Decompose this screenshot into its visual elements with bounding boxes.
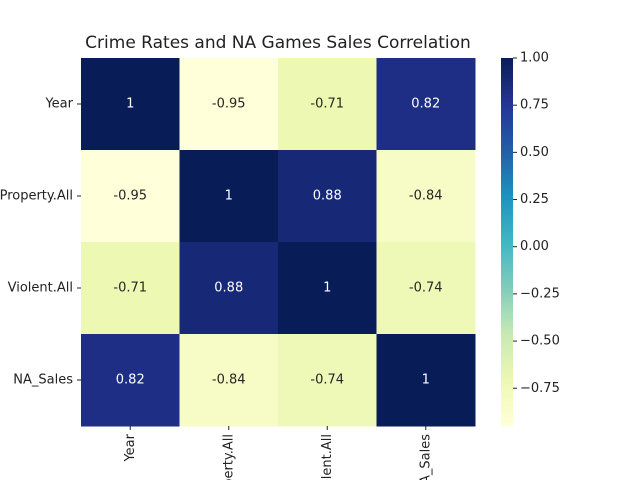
heatmap-cell: [81, 242, 180, 335]
colorbar: [501, 58, 513, 426]
heatmap-cell: [278, 150, 377, 243]
colorbar-tick-label: −0.50: [520, 334, 560, 349]
colorbar-tick-label: 1.00: [520, 51, 549, 66]
cell-label: -0.84: [212, 373, 246, 388]
heatmap-cell: [278, 334, 377, 427]
y-tick-label: Property.All: [0, 189, 73, 204]
colorbar-tick-label: 0.25: [520, 192, 549, 207]
cell-label: -0.95: [113, 189, 147, 204]
cell-label: -0.95: [212, 97, 246, 112]
colorbar-tick-label: −0.75: [520, 381, 560, 396]
heatmap-cell: [376, 242, 476, 335]
x-tick-label: Property.All: [221, 434, 236, 480]
cell-label: 0.88: [214, 281, 243, 296]
cell-label: 0.82: [116, 373, 145, 388]
heatmap-cell: [179, 58, 279, 151]
cell-label: -0.74: [409, 281, 443, 296]
chart-title: Crime Rates and NA Games Sales Correlati…: [85, 33, 471, 53]
cell-label: 1: [126, 97, 134, 112]
heatmap-cell: [179, 242, 279, 335]
y-tick-label: Violent.All: [8, 281, 73, 296]
heatmap-cell: [376, 150, 476, 243]
cell-label: 0.88: [313, 189, 342, 204]
x-tick-label: NA_Sales: [418, 434, 433, 480]
cell-label: 1: [323, 281, 331, 296]
heatmap-cell: [376, 58, 476, 151]
cell-label: 1: [225, 189, 233, 204]
heatmap-cell: [278, 58, 377, 151]
colorbar-tick-label: 0.50: [520, 145, 549, 160]
cell-label: -0.71: [310, 97, 344, 112]
colorbar-tick-label: −0.25: [520, 286, 560, 301]
cell-label: -0.71: [113, 281, 147, 296]
colorbar-tick-label: 0.00: [520, 239, 549, 254]
heatmap-cell: [81, 334, 180, 427]
heatmap-cell: [81, 150, 180, 243]
y-tick-label: Year: [44, 97, 73, 112]
heatmap-cell: [179, 150, 279, 243]
heatmap-cell: [376, 334, 476, 427]
heatmap-cell: [81, 58, 180, 151]
cell-label: -0.74: [310, 373, 344, 388]
cell-label: 1: [422, 373, 430, 388]
colorbar-tick-label: 0.75: [520, 98, 549, 113]
heatmap-cell: [278, 242, 377, 335]
cell-label: 0.82: [411, 97, 440, 112]
heatmap-cell: [179, 334, 279, 427]
y-tick-label: NA_Sales: [13, 373, 73, 388]
cell-label: -0.84: [409, 189, 443, 204]
x-tick-label: Violent.All: [320, 434, 335, 480]
x-tick-label: Year: [123, 433, 138, 462]
